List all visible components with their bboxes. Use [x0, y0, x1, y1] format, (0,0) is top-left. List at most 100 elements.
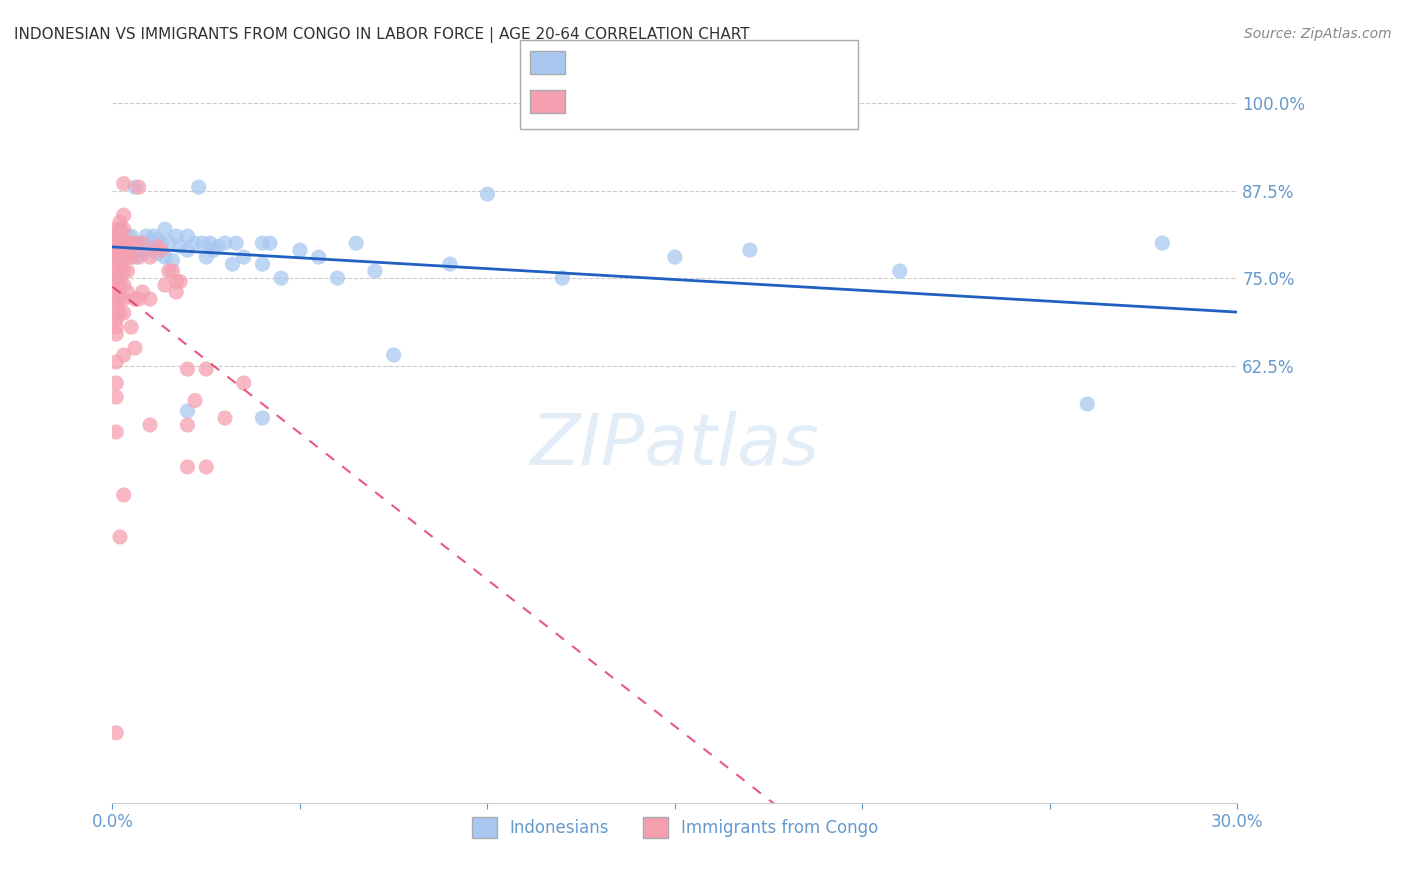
Point: [142, 243, 165, 257]
Point: [214, 411, 236, 425]
Point: [128, 292, 150, 306]
Point: [105, 222, 128, 236]
Point: [270, 271, 292, 285]
Point: [105, 285, 128, 299]
Point: [112, 246, 135, 260]
Point: [117, 229, 139, 244]
Text: -0.140: -0.140: [616, 92, 675, 110]
Point: [112, 177, 135, 191]
Point: [169, 239, 191, 253]
Point: [187, 180, 209, 194]
Legend: Indonesians, Immigrants from Congo: Indonesians, Immigrants from Congo: [465, 811, 884, 845]
Point: [382, 348, 405, 362]
Point: [150, 236, 173, 251]
Point: [153, 222, 176, 236]
Text: R =: R =: [576, 92, 613, 110]
Point: [108, 253, 131, 268]
Point: [195, 362, 218, 376]
Point: [165, 229, 187, 244]
Text: R =: R =: [576, 53, 613, 70]
Point: [176, 362, 198, 376]
Point: [131, 285, 153, 299]
Point: [146, 233, 169, 247]
Point: [195, 250, 218, 264]
Point: [108, 530, 131, 544]
Point: [112, 278, 135, 293]
Point: [124, 180, 146, 194]
Point: [326, 271, 349, 285]
Point: [105, 229, 128, 244]
Point: [117, 285, 139, 299]
Point: [738, 243, 761, 257]
Point: [112, 208, 135, 222]
Point: [105, 320, 128, 334]
Point: [1152, 236, 1174, 251]
Point: [108, 292, 131, 306]
Point: [120, 236, 142, 251]
Point: [364, 264, 387, 278]
Point: [112, 222, 135, 236]
Point: [477, 187, 499, 202]
Point: [195, 460, 218, 475]
Point: [105, 271, 128, 285]
Point: [184, 236, 207, 251]
Point: [105, 425, 128, 439]
Point: [252, 236, 274, 251]
Point: [131, 236, 153, 251]
Point: [105, 299, 128, 313]
Point: [105, 229, 128, 244]
Point: [252, 411, 274, 425]
Point: [232, 376, 254, 390]
Text: N = 67: N = 67: [703, 53, 761, 70]
Point: [551, 271, 574, 285]
Point: [120, 320, 142, 334]
Point: [344, 236, 367, 251]
Point: [105, 355, 128, 369]
Point: [142, 229, 165, 244]
Point: [139, 250, 162, 264]
Point: [225, 236, 247, 251]
Point: [169, 275, 191, 289]
Point: [176, 229, 198, 244]
Point: [112, 236, 135, 251]
Point: [146, 246, 169, 260]
Point: [150, 243, 173, 257]
Point: [105, 313, 128, 327]
Point: [198, 236, 221, 251]
Point: [112, 264, 135, 278]
Point: [207, 239, 229, 253]
Point: [105, 236, 128, 251]
Point: [105, 278, 128, 293]
Point: [108, 222, 131, 236]
Point: [157, 236, 180, 251]
Point: [439, 257, 461, 271]
Point: [105, 250, 128, 264]
Point: [128, 243, 150, 257]
Point: [112, 488, 135, 502]
Point: [112, 348, 135, 362]
Point: [131, 236, 153, 251]
Point: [105, 257, 128, 271]
Point: [117, 236, 139, 251]
Point: [117, 250, 139, 264]
Point: [108, 264, 131, 278]
Point: [139, 417, 162, 432]
Point: [288, 243, 311, 257]
Text: N = 79: N = 79: [703, 92, 761, 110]
Point: [105, 264, 128, 278]
Point: [112, 250, 135, 264]
Point: [176, 417, 198, 432]
Point: [214, 236, 236, 251]
Text: ZIPatlas: ZIPatlas: [530, 411, 820, 481]
Point: [108, 243, 131, 257]
Point: [139, 236, 162, 251]
Point: [664, 250, 686, 264]
Point: [120, 243, 142, 257]
Point: [221, 257, 243, 271]
Point: [108, 250, 131, 264]
Point: [105, 243, 128, 257]
Text: INDONESIAN VS IMMIGRANTS FROM CONGO IN LABOR FORCE | AGE 20-64 CORRELATION CHART: INDONESIAN VS IMMIGRANTS FROM CONGO IN L…: [14, 27, 749, 43]
Point: [105, 327, 128, 342]
Point: [112, 236, 135, 251]
Point: [259, 236, 281, 251]
